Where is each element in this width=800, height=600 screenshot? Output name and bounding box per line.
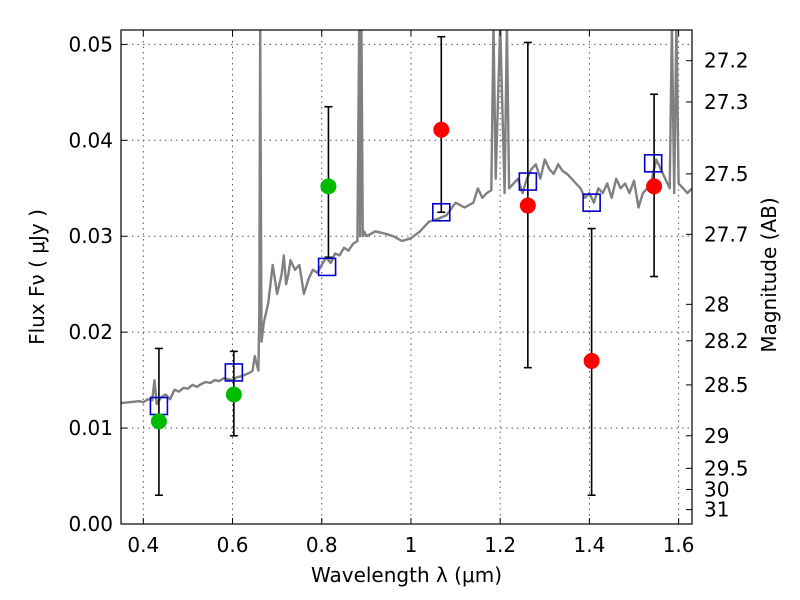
observed-point-green: [320, 178, 337, 195]
y2-tick-label: 27.5: [704, 162, 749, 186]
observed-point-red: [646, 178, 663, 195]
y2-tick-label: 29.5: [704, 456, 749, 480]
x-tick-label: 0.6: [217, 533, 249, 557]
spectrum-layer: [121, 30, 692, 406]
axis-ticks: 0.4 0.6 0.8 1 1.2 1.4 1.6 0.00 0.01 0.02 0.03 0.04 0…: [68, 30, 749, 557]
x-tick-label: 1.2: [484, 533, 516, 557]
y2-tick-label: 27.7: [704, 222, 749, 246]
grid-lines: [121, 30, 692, 524]
observed-point-green: [150, 413, 167, 430]
y-tick-label: 0.00: [68, 512, 113, 536]
observed-point-red: [583, 352, 600, 369]
y-axis-label: Flux Fν ( μJy ): [25, 209, 49, 345]
x-tick-label: 1.6: [663, 533, 695, 557]
y2-tick-label: 28: [704, 292, 729, 316]
y2-tick-label: 29: [704, 424, 729, 448]
observed-point-green: [225, 386, 242, 403]
x-tick-label: 0.8: [306, 533, 338, 557]
x-axis-label: Wavelength λ (μm): [311, 563, 502, 587]
y-tick-label: 0.05: [68, 32, 113, 56]
model-photometry-square: [582, 193, 601, 212]
spectrum-line: [121, 30, 692, 406]
model-photometry-square: [317, 257, 337, 277]
y-tick-label: 0.04: [68, 128, 113, 152]
y2-tick-label: 28.5: [704, 373, 749, 397]
y2-axis-label: Magnitude (AB): [757, 197, 781, 352]
y-tick-label: 0.01: [68, 416, 113, 440]
x-tick-label: 1.4: [573, 533, 605, 557]
y2-tick-label: 30: [704, 477, 729, 501]
y-tick-label: 0.03: [68, 224, 113, 248]
y2-tick-label: 27.3: [704, 90, 749, 114]
y2-tick-label: 27.2: [704, 49, 749, 73]
x-tick-label: 1: [405, 533, 418, 557]
y2-tick-label: 28.2: [704, 329, 749, 353]
model-photometry-square: [518, 172, 538, 191]
y-tick-label: 0.02: [68, 320, 113, 344]
markers: [149, 121, 663, 430]
observed-point-red: [433, 121, 450, 138]
model-photometry-square: [431, 202, 451, 222]
model-photometry-square: [643, 154, 663, 173]
model-photometry-square: [224, 363, 244, 382]
error-bars: [154, 35, 659, 497]
plot-frame: [120, 29, 693, 525]
observed-point-red: [519, 197, 536, 214]
y2-tick-label: 31: [704, 498, 729, 522]
x-tick-label: 0.4: [127, 533, 159, 557]
